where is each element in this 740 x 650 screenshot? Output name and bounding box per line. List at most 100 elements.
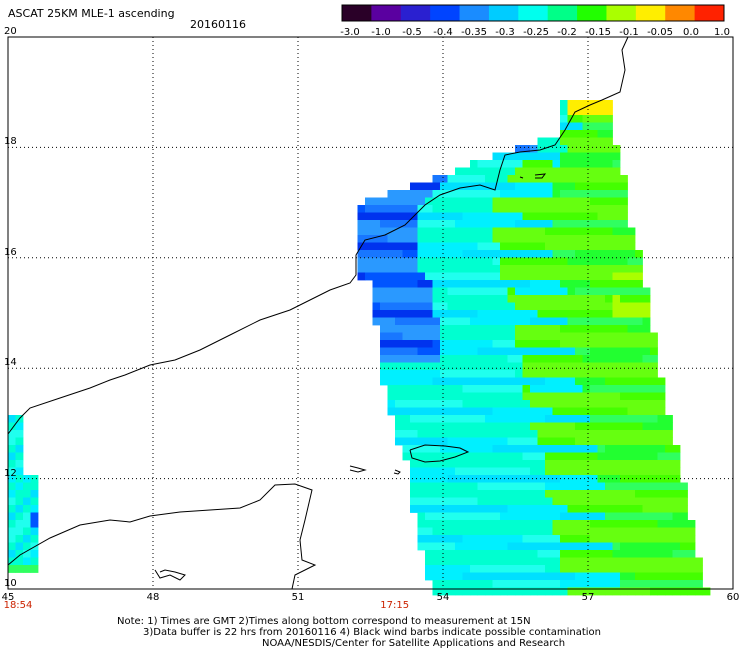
swath-cell bbox=[492, 295, 501, 303]
swath-cell bbox=[462, 460, 471, 468]
swath-cell bbox=[500, 377, 508, 386]
swath-cell bbox=[672, 587, 681, 596]
swath-cell bbox=[410, 257, 418, 266]
swath-cell bbox=[365, 205, 373, 213]
swath-cell bbox=[387, 302, 396, 311]
swath-cell bbox=[8, 490, 16, 498]
swath-cell bbox=[447, 437, 456, 446]
swath-cell bbox=[507, 445, 516, 453]
swath-cell bbox=[612, 190, 621, 198]
swath-cell bbox=[432, 422, 441, 431]
swath-cell bbox=[515, 482, 523, 491]
swath-cell bbox=[522, 475, 531, 483]
swath-cell bbox=[522, 235, 531, 243]
swath-cell bbox=[620, 205, 628, 213]
swath-cell bbox=[627, 580, 636, 588]
swath-cell bbox=[470, 542, 478, 551]
swath-cell bbox=[432, 347, 441, 356]
swath-cell bbox=[560, 520, 568, 528]
swath-cell bbox=[605, 355, 613, 363]
swath-cell bbox=[455, 227, 463, 236]
swath-cell bbox=[447, 527, 456, 536]
swath-cell bbox=[515, 400, 523, 408]
coastline-socotra bbox=[409, 444, 470, 463]
swath-cell bbox=[462, 197, 471, 206]
swath-cell bbox=[597, 130, 606, 138]
swath-cell bbox=[530, 377, 538, 386]
swath-cell bbox=[597, 557, 606, 566]
swath-cell bbox=[635, 265, 643, 273]
swath-cell bbox=[425, 310, 433, 318]
swath-cell bbox=[492, 197, 501, 206]
swath-cell bbox=[597, 250, 606, 258]
swath-cell bbox=[582, 167, 591, 176]
swath-cell bbox=[417, 535, 426, 543]
swath-cell bbox=[582, 197, 591, 206]
swath-cell bbox=[560, 197, 568, 206]
swath-cell bbox=[537, 572, 546, 581]
swath-cell bbox=[507, 415, 516, 423]
swath-cell bbox=[477, 527, 486, 536]
swath-cell bbox=[590, 535, 598, 543]
swath-cell bbox=[462, 302, 471, 311]
swath-cell bbox=[440, 497, 448, 506]
swath-cell bbox=[372, 250, 381, 258]
swath-cell bbox=[477, 325, 486, 333]
swath-cell bbox=[500, 347, 508, 356]
swath-cell bbox=[470, 565, 478, 573]
swath-cell bbox=[440, 362, 448, 371]
swath-cell bbox=[417, 482, 426, 491]
swath-cell bbox=[455, 505, 463, 513]
swath-cell bbox=[627, 557, 636, 566]
swath-cell bbox=[642, 362, 651, 371]
swath-cell bbox=[395, 392, 403, 401]
swath-cell bbox=[485, 182, 493, 191]
swath-cell bbox=[447, 400, 456, 408]
swath-cell bbox=[522, 250, 531, 258]
swath-cell bbox=[492, 212, 501, 221]
swath-cell bbox=[500, 340, 508, 348]
swath-cell bbox=[560, 332, 568, 341]
swath-cell bbox=[597, 467, 606, 476]
swath-cell bbox=[470, 505, 478, 513]
swath-cell bbox=[15, 452, 24, 461]
swath-cell bbox=[627, 332, 636, 341]
swath-cell bbox=[582, 452, 591, 461]
swath-cell bbox=[470, 497, 478, 506]
swath-cell bbox=[612, 452, 621, 461]
scale-swatch bbox=[606, 5, 637, 21]
swath-cell bbox=[530, 182, 538, 191]
swath-cell bbox=[402, 445, 411, 453]
swath-cell bbox=[642, 565, 651, 573]
swath-cell bbox=[680, 520, 688, 528]
swath-cell bbox=[597, 430, 606, 438]
swath-cell bbox=[455, 437, 463, 446]
swath-cell bbox=[537, 580, 546, 588]
swath-cell bbox=[500, 475, 508, 483]
swath-cell bbox=[657, 542, 666, 551]
lat-label: 14 bbox=[4, 357, 17, 369]
swath-cell bbox=[387, 287, 396, 296]
swath-cell bbox=[507, 407, 516, 416]
swath-cell bbox=[642, 535, 651, 543]
swath-cell bbox=[537, 182, 546, 191]
swath-cell bbox=[620, 310, 628, 318]
swath-cell bbox=[582, 347, 591, 356]
swath-cell bbox=[665, 505, 673, 513]
swath-cell bbox=[552, 250, 561, 258]
swath-cell bbox=[552, 565, 561, 573]
swath-cell bbox=[477, 407, 486, 416]
swath-cell bbox=[590, 137, 598, 146]
swath-cell bbox=[485, 160, 493, 168]
swath-cell bbox=[575, 557, 583, 566]
swath-cell bbox=[590, 490, 598, 498]
swath-cell bbox=[552, 137, 561, 146]
swath-cell bbox=[620, 452, 628, 461]
swath-cell bbox=[530, 437, 538, 446]
swath-cell bbox=[477, 227, 486, 236]
swath-cell bbox=[462, 422, 471, 431]
swath-cell bbox=[650, 362, 658, 371]
swath-cell bbox=[590, 122, 598, 131]
swath-cell bbox=[432, 527, 441, 536]
